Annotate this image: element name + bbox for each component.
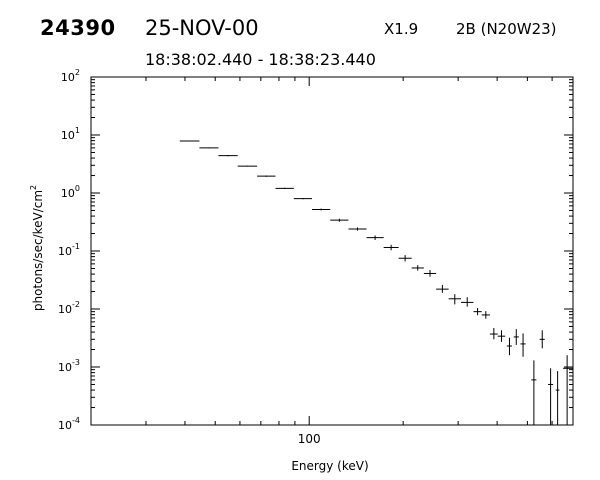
data-point xyxy=(257,175,276,177)
data-point xyxy=(489,328,498,340)
data-points xyxy=(179,140,573,425)
plot-frame xyxy=(90,76,574,426)
data-point xyxy=(520,333,526,357)
data-point xyxy=(366,235,384,240)
data-point xyxy=(330,218,349,222)
data-point xyxy=(548,368,554,425)
data-point xyxy=(218,155,238,157)
plot-border xyxy=(90,76,574,426)
y-tick-label: 10-1 xyxy=(58,242,80,258)
x-axis-label: Energy (keV) xyxy=(291,459,368,473)
y-tick-labels: 102 101 100 10-1 10-2 10-3 10-4 xyxy=(58,68,80,432)
y-tick-label: 10-3 xyxy=(58,358,80,374)
data-point xyxy=(506,337,513,356)
y-tick-label: 100 xyxy=(61,184,80,200)
x-tick-label: 100 xyxy=(298,432,321,446)
data-point xyxy=(293,197,313,200)
goes-class: X1.9 xyxy=(384,20,419,38)
data-point xyxy=(199,147,219,149)
data-point xyxy=(555,371,560,425)
y-tick-label: 101 xyxy=(61,126,80,142)
data-point xyxy=(383,244,399,251)
y-tick-label: 102 xyxy=(61,68,80,84)
data-point xyxy=(312,208,331,211)
data-point xyxy=(436,284,449,293)
data-point xyxy=(513,329,519,345)
event-date: 25-NOV-00 xyxy=(145,16,259,40)
flare-class: 2B (N20W23) xyxy=(456,20,557,38)
data-point xyxy=(411,265,424,271)
data-point xyxy=(473,308,482,316)
data-point xyxy=(563,355,573,425)
event-id: 24390 xyxy=(40,16,116,40)
data-point xyxy=(179,140,200,142)
time-range: 18:38:02.440 - 18:38:23.440 xyxy=(145,50,376,69)
data-point xyxy=(497,330,506,342)
axis-ticks xyxy=(90,76,574,426)
data-point xyxy=(460,297,474,307)
data-point xyxy=(423,270,437,277)
data-point xyxy=(398,255,412,262)
data-point xyxy=(448,294,461,305)
data-point xyxy=(275,187,294,190)
data-point xyxy=(348,227,367,231)
y-axis-label: photons/sec/keV/cm2 xyxy=(29,185,45,311)
data-point xyxy=(539,330,545,349)
x-tick-labels: 100 xyxy=(298,432,321,446)
data-point xyxy=(237,165,258,167)
data-point xyxy=(531,360,537,425)
y-tick-label: 10-4 xyxy=(58,416,80,432)
y-tick-label: 10-2 xyxy=(58,300,80,316)
data-point xyxy=(481,311,490,319)
